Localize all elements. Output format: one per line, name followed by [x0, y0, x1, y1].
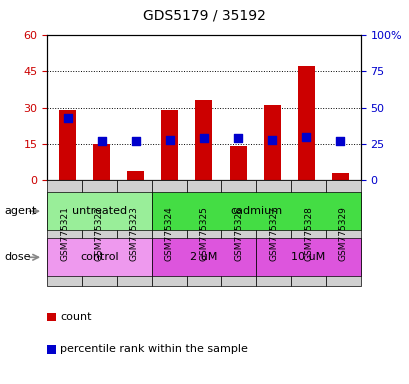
Text: GSM775323: GSM775323 — [130, 206, 138, 261]
Bar — [195, 100, 212, 180]
Bar — [127, 171, 144, 180]
Text: dose: dose — [4, 252, 31, 262]
Text: GSM775326: GSM775326 — [234, 206, 243, 261]
Bar — [297, 66, 314, 180]
Point — [302, 134, 309, 140]
Point — [200, 135, 207, 141]
Point — [336, 138, 343, 144]
Text: GSM775325: GSM775325 — [199, 206, 208, 261]
Bar — [161, 110, 178, 180]
Text: agent: agent — [4, 206, 36, 216]
Text: GSM775327: GSM775327 — [269, 206, 277, 261]
Bar — [93, 144, 110, 180]
Bar — [59, 110, 76, 180]
Bar — [263, 105, 280, 180]
Text: cadmium: cadmium — [229, 206, 282, 216]
Bar — [229, 146, 246, 180]
Text: untreated: untreated — [72, 206, 127, 216]
Point — [166, 137, 173, 143]
Point — [234, 135, 241, 141]
Text: GDS5179 / 35192: GDS5179 / 35192 — [142, 8, 265, 22]
Text: percentile rank within the sample: percentile rank within the sample — [60, 344, 247, 354]
Text: 2 uM: 2 uM — [190, 252, 217, 262]
Text: GSM775328: GSM775328 — [303, 206, 312, 261]
Point — [268, 137, 275, 143]
Text: GSM775322: GSM775322 — [95, 206, 103, 261]
Text: 10 uM: 10 uM — [291, 252, 325, 262]
Text: GSM775321: GSM775321 — [60, 206, 69, 261]
Text: GSM775329: GSM775329 — [338, 206, 347, 261]
Bar — [331, 173, 348, 180]
Point — [132, 138, 139, 144]
Point — [98, 138, 105, 144]
Text: control: control — [80, 252, 119, 262]
Point — [64, 115, 71, 121]
Text: GSM775324: GSM775324 — [164, 206, 173, 261]
Text: count: count — [60, 312, 92, 322]
